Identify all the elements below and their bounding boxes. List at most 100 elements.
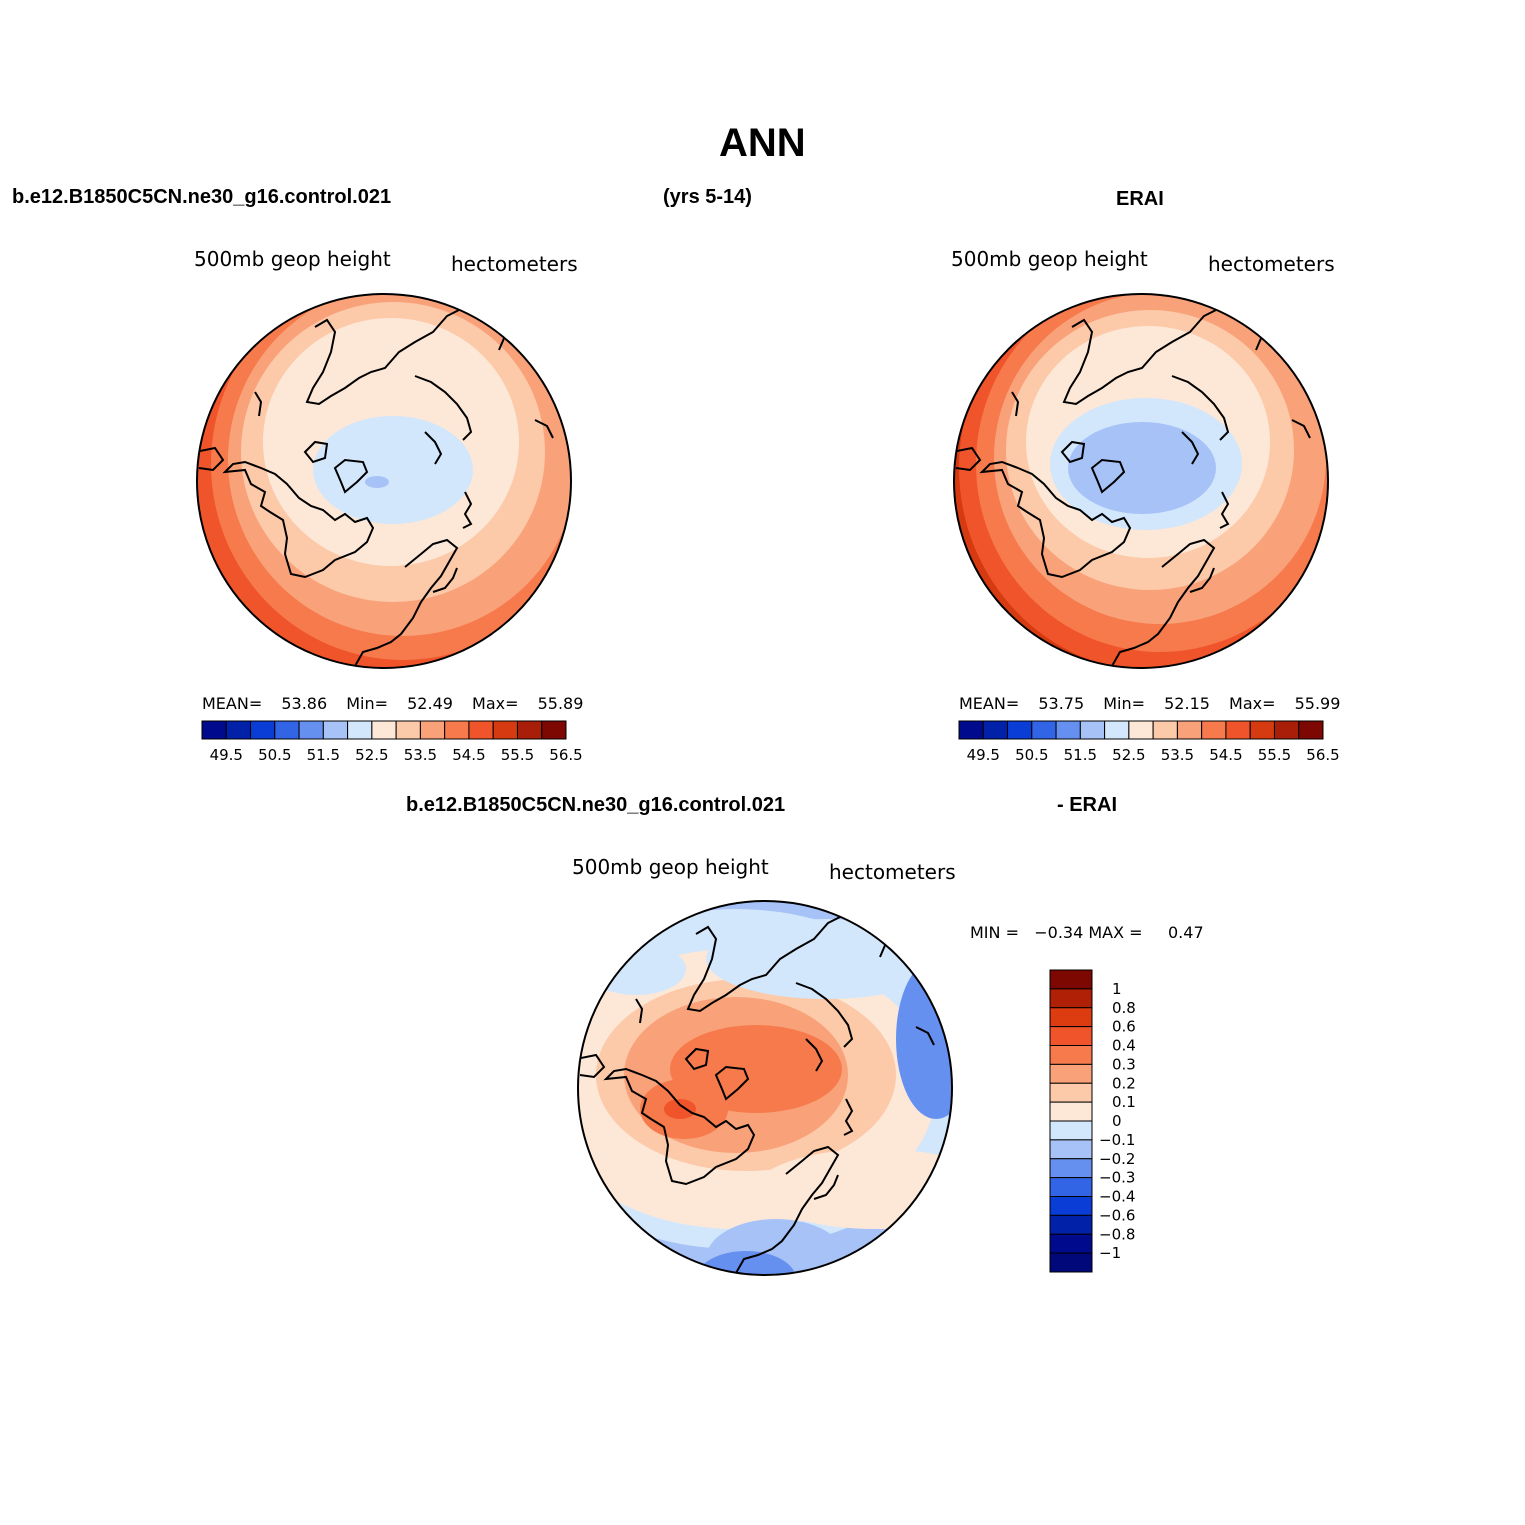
colorbar-swatch bbox=[1128, 720, 1154, 740]
colorbar-swatch bbox=[1049, 1026, 1093, 1046]
colorbar-swatch bbox=[201, 720, 227, 740]
colorbar-tick-label: −0.6 bbox=[1099, 1206, 1135, 1224]
colorbar-swatch bbox=[958, 720, 984, 740]
colorbar-tick-label: 56.5 bbox=[549, 746, 582, 764]
colorbar-swatch bbox=[1079, 720, 1106, 740]
diff-polar-map bbox=[577, 900, 953, 1276]
colorbar-swatch bbox=[1049, 1177, 1093, 1197]
colorbar-swatch bbox=[1049, 1120, 1093, 1141]
colorbar-tick-label: 52.5 bbox=[355, 746, 388, 764]
colorbar-swatch bbox=[1152, 720, 1178, 740]
diff-units-label: hectometers bbox=[829, 860, 956, 884]
colorbar-swatch bbox=[322, 720, 349, 740]
obs-units-label: hectometers bbox=[1208, 252, 1335, 276]
obs-max-value: 55.99 bbox=[1294, 694, 1341, 713]
colorbar-swatch bbox=[982, 720, 1009, 740]
colorbar-tick-label: 50.5 bbox=[1015, 746, 1048, 764]
obs-min-label: Min= bbox=[1103, 694, 1146, 713]
colorbar-swatch bbox=[371, 720, 397, 740]
model-mean-value: 53.86 bbox=[281, 694, 328, 713]
model-min-label: Min= bbox=[346, 694, 389, 713]
colorbar-swatch bbox=[1049, 1063, 1093, 1084]
colorbar-swatch bbox=[1201, 720, 1227, 740]
colorbar-swatch bbox=[516, 720, 543, 740]
colorbar-tick-label: 52.5 bbox=[1112, 746, 1145, 764]
obs-mean-label: MEAN= bbox=[959, 694, 1020, 713]
colorbar-tick-label: 51.5 bbox=[307, 746, 340, 764]
colorbar-swatch bbox=[1049, 1007, 1093, 1028]
obs-mean-value: 53.75 bbox=[1038, 694, 1085, 713]
colorbar-tick-label: 49.5 bbox=[967, 746, 1000, 764]
colorbar-tick-label: 50.5 bbox=[258, 746, 291, 764]
colorbar-tick-label: −0.2 bbox=[1099, 1150, 1135, 1168]
colorbar-tick-label: 0.8 bbox=[1112, 999, 1136, 1017]
colorbar-tick-label: 54.5 bbox=[452, 746, 485, 764]
obs-colorbar: 49.5 50.5 51.5 52.5 53.5 54.5 55.5 56.5 bbox=[958, 720, 1340, 764]
colorbar-tick-label: 55.5 bbox=[1258, 746, 1291, 764]
colorbar-tick-label: 53.5 bbox=[1161, 746, 1194, 764]
model-max-value: 55.89 bbox=[537, 694, 584, 713]
colorbar-tick-label: 0.6 bbox=[1112, 1018, 1136, 1036]
colorbar-swatch bbox=[395, 720, 421, 740]
colorbar-swatch bbox=[1176, 720, 1203, 740]
colorbar-tick-label: 1 bbox=[1112, 980, 1122, 998]
colorbar-swatch bbox=[1049, 1233, 1093, 1254]
colorbar-tick-label: 0.3 bbox=[1112, 1055, 1136, 1073]
model-colorbar: 49.5 50.5 51.5 52.5 53.5 54.5 55.5 56.5 bbox=[201, 720, 583, 764]
colorbar-swatch bbox=[419, 720, 446, 740]
colorbar-tick-label: 56.5 bbox=[1306, 746, 1339, 764]
colorbar-swatch bbox=[1007, 720, 1033, 740]
figure-title: ANN bbox=[719, 121, 806, 165]
obs-stats: MEAN= 53.75 Min= 52.15 Max= 55.99 bbox=[959, 694, 1340, 713]
colorbar-swatch bbox=[1055, 720, 1081, 740]
obs-polar-map bbox=[953, 293, 1329, 669]
colorbar-swatch bbox=[541, 720, 567, 740]
colorbar-swatch bbox=[1049, 1139, 1093, 1160]
colorbar-swatch bbox=[1049, 969, 1093, 990]
colorbar-swatch bbox=[298, 720, 324, 740]
colorbar-tick-label: −1 bbox=[1099, 1244, 1121, 1262]
colorbar-tick-label: 0.1 bbox=[1112, 1093, 1136, 1111]
colorbar-tick-label: 55.5 bbox=[501, 746, 534, 764]
colorbar-tick-label: 54.5 bbox=[1209, 746, 1242, 764]
colorbar-swatch bbox=[492, 720, 518, 740]
colorbar-tick-label: 51.5 bbox=[1064, 746, 1097, 764]
years-label: (yrs 5-14) bbox=[663, 186, 752, 208]
colorbar-tick-label: 0.4 bbox=[1112, 1037, 1136, 1055]
model-max-label: Max= bbox=[472, 694, 519, 713]
colorbar-tick-label: 0.2 bbox=[1112, 1074, 1136, 1092]
colorbar-swatch bbox=[1049, 1158, 1093, 1179]
diff-colorbar: 10.80.60.40.30.20.10−0.1−0.2−0.3−0.4−0.6… bbox=[1049, 969, 1136, 1273]
colorbar-swatch bbox=[1049, 1045, 1093, 1065]
colorbar-swatch bbox=[1049, 1101, 1093, 1122]
colorbar-swatch bbox=[1031, 720, 1057, 740]
colorbar-swatch bbox=[1049, 1252, 1093, 1273]
colorbar-swatch bbox=[1049, 988, 1093, 1009]
model-min-value: 52.49 bbox=[407, 694, 453, 713]
colorbar-swatch bbox=[1225, 720, 1251, 740]
colorbar-swatch bbox=[468, 720, 494, 740]
colorbar-swatch bbox=[274, 720, 300, 740]
colorbar-tick-label: −0.8 bbox=[1099, 1225, 1135, 1243]
colorbar-tick-label: −0.1 bbox=[1099, 1131, 1135, 1149]
case-name-label: b.e12.B1850C5CN.ne30_g16.control.021 bbox=[12, 186, 392, 208]
colorbar-swatch bbox=[1049, 1082, 1093, 1103]
model-units-label: hectometers bbox=[451, 252, 578, 276]
colorbar-tick-label: 0 bbox=[1112, 1112, 1122, 1130]
colorbar-swatch bbox=[1249, 720, 1275, 740]
model-polar-map bbox=[196, 293, 572, 669]
obs-min-value: 52.15 bbox=[1164, 694, 1210, 713]
colorbar-tick-label: 53.5 bbox=[404, 746, 437, 764]
colorbar-swatch bbox=[250, 720, 276, 740]
colorbar-swatch bbox=[347, 720, 373, 740]
colorbar-tick-label: −0.4 bbox=[1099, 1188, 1135, 1206]
obs-variable-label: 500mb geop height bbox=[951, 247, 1148, 271]
colorbar-swatch bbox=[1298, 720, 1324, 740]
colorbar-swatch bbox=[1273, 720, 1300, 740]
colorbar-swatch bbox=[1049, 1214, 1093, 1235]
model-mean-label: MEAN= bbox=[202, 694, 263, 713]
model-variable-label: 500mb geop height bbox=[194, 247, 391, 271]
colorbar-tick-label: 49.5 bbox=[210, 746, 243, 764]
model-stats: MEAN= 53.86 Min= 52.49 Max= 55.89 bbox=[202, 694, 583, 713]
obs-max-label: Max= bbox=[1229, 694, 1276, 713]
